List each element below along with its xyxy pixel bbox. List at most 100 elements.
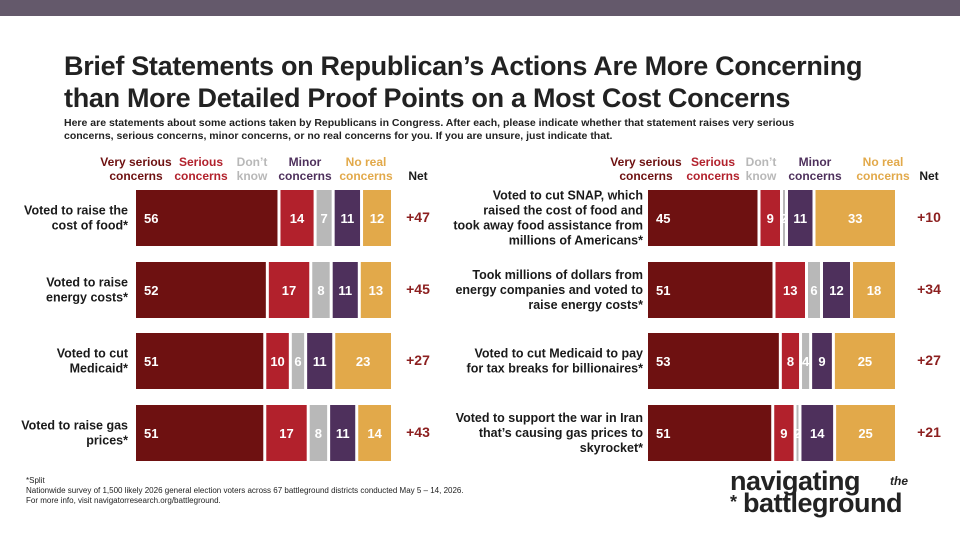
subtitle-line-1: Here are statements about some actions t… <box>64 117 795 129</box>
chart-1-bar-1-segment-5 <box>363 190 391 246</box>
brand-star-icon: * <box>730 492 738 512</box>
chart-2-category-label-2-line-2: energy companies and voted to <box>455 283 643 297</box>
chart-2-bar-2-value-3: 6 <box>810 283 817 298</box>
chart-1-legend-2-line-2: concerns <box>174 169 228 183</box>
chart-1-bar-1-segment-2 <box>280 190 314 246</box>
chart-2-legend-5-line-1: No real <box>863 155 904 169</box>
title-line-2: than More Detailed Proof Points on a Mos… <box>64 83 791 113</box>
chart-2-bar-4-segment-3 <box>796 405 799 461</box>
chart-1-net-value-3: +27 <box>406 352 430 368</box>
chart-2-bar-1-value-4: 11 <box>793 211 807 226</box>
chart-2-category-label-3-line-1: Voted to cut Medicaid to pay <box>474 347 643 361</box>
chart-1-bar-1-value-5: 12 <box>370 211 384 226</box>
chart-1-bar-3-value-3: 6 <box>294 354 301 369</box>
chart-2-bar-3-value-3: 4 <box>802 354 810 369</box>
chart-1-bar-4-segment-2 <box>266 405 307 461</box>
chart-2-bar-1-value-2: 9 <box>767 211 774 226</box>
chart-2-bar-3-segment-5 <box>834 333 895 389</box>
chart-2-bar-4-value-1: 51 <box>656 426 670 441</box>
chart-1-legend-4-line-1: Minor <box>289 155 322 169</box>
chart-2-net-value-2: +34 <box>917 281 941 297</box>
brand-logo: navigating the * battleground <box>730 466 940 518</box>
chart-1-net-header: Net <box>408 169 427 183</box>
chart-2-legend-4-line-2: concerns <box>788 169 842 183</box>
chart-2-category-label-1-line-4: millions of Americans* <box>509 234 643 248</box>
chart-1-bar-3-value-4: 11 <box>313 354 327 369</box>
subtitle: Here are statements about some actions t… <box>64 117 924 143</box>
chart-1-bar-1-value-1: 56 <box>144 211 158 226</box>
chart-1-category-label-3-line-1: Voted to cut <box>57 347 129 361</box>
chart-2-bar-3-segment-1 <box>648 333 779 389</box>
chart-2-legend-5-line-2: concerns <box>856 169 910 183</box>
chart-1-legend-3-line-1: Don’t <box>237 155 268 169</box>
chart-2-legend-1-line-1: Very serious <box>610 155 682 169</box>
chart-2-legend-4-line-1: Minor <box>799 155 832 169</box>
chart-2-bar-1-value-3: 2 <box>780 211 787 226</box>
chart-2-category-label-1-line-1: Voted to cut SNAP, which <box>493 189 643 203</box>
chart-2-legend-2-line-2: concerns <box>686 169 740 183</box>
chart-2-bar-3-value-2: 8 <box>787 354 794 369</box>
brand-word-battleground: battleground <box>743 488 902 518</box>
chart-2-bar-2-segment-2 <box>775 262 805 318</box>
chart-1-bar-3-value-5: 23 <box>356 354 370 369</box>
brand-word-the: the <box>890 474 908 488</box>
chart-1-bar-3-value-1: 51 <box>144 354 158 369</box>
chart-2-bar-2-segment-4 <box>823 262 850 318</box>
chart-1-bar-4-segment-1 <box>136 405 264 461</box>
chart-1-bar-4-value-3: 8 <box>315 426 322 441</box>
chart-1-bar-1-value-2: 14 <box>290 211 305 226</box>
chart-2-bar-1-segment-5 <box>815 190 895 246</box>
footnote-info: For more info, visit navigatorresearch.o… <box>26 496 221 505</box>
chart-2-category-label-4-line-1: Voted to support the war in Iran <box>456 411 643 425</box>
chart-1-legend-1-line-2: concerns <box>109 169 163 183</box>
chart-2-net-value-3: +27 <box>917 352 941 368</box>
chart-1-bar-3-value-2: 10 <box>270 354 284 369</box>
chart-2-bar-1-value-5: 33 <box>848 211 862 226</box>
chart-1-bar-1-segment-3 <box>316 190 332 246</box>
chart-1-bar-2-segment-5 <box>360 262 391 318</box>
chart-1-net-value-1: +47 <box>406 209 430 225</box>
chart-2-legend-3-line-2: know <box>746 169 777 183</box>
chart-1-category-label-4-line-1: Voted to raise gas <box>21 419 128 433</box>
footnote-survey: Nationwide survey of 1,500 likely 2026 g… <box>26 486 464 495</box>
chart-1-bar-2-segment-2 <box>268 262 310 318</box>
chart-2-bar-1-segment-3 <box>783 190 785 246</box>
chart-2-net-value-1: +10 <box>917 209 941 225</box>
chart-1-category-label-3-line-2: Medicaid* <box>70 362 128 376</box>
chart-2-bar-4-segment-2 <box>774 405 794 461</box>
chart-1-bar-2-value-3: 8 <box>317 283 324 298</box>
chart-2-category-label-3-line-2: for tax breaks for billionaires* <box>467 362 644 376</box>
chart-2-category-label-4-line-3: skyrocket* <box>580 441 643 455</box>
chart-2-bar-2-value-1: 51 <box>656 283 670 298</box>
chart-1-legend-4-line-2: concerns <box>278 169 332 183</box>
chart-2-bar-3-value-5: 25 <box>858 354 872 369</box>
page-title: Brief Statements on Republican’s Actions… <box>64 50 944 114</box>
chart-2-bar-1-segment-1 <box>648 190 758 246</box>
chart-1-category-label-1-line-2: cost of food* <box>52 219 129 233</box>
chart-2-category-label-1-line-2: raised the cost of food and <box>483 204 643 218</box>
chart-1-bar-4-value-5: 14 <box>367 426 382 441</box>
chart-1-category-label-2-line-2: energy costs* <box>46 291 128 305</box>
chart-2-bar-1-value-1: 45 <box>656 211 670 226</box>
chart-2-legend-1-line-2: concerns <box>619 169 673 183</box>
chart-2-bar-4-segment-5 <box>836 405 895 461</box>
chart-1-bar-2-segment-4 <box>332 262 358 318</box>
chart-1-bar-3-segment-2 <box>266 333 289 389</box>
chart-1-bar-3-segment-4 <box>307 333 333 389</box>
chart-1-bar-4-value-4: 11 <box>336 426 350 441</box>
chart-1-legend-5-line-1: No real <box>346 155 387 169</box>
chart-2-bar-1-segment-4 <box>788 190 813 246</box>
chart-1-bar-3-segment-3 <box>291 333 305 389</box>
chart-2-bar-2-value-4: 12 <box>829 283 843 298</box>
chart-1-bar-4-segment-5 <box>358 405 391 461</box>
chart-1-bar-1-value-3: 7 <box>321 211 328 226</box>
chart-1-bar-4-value-1: 51 <box>144 426 158 441</box>
chart-1-bar-3-segment-1 <box>136 333 264 389</box>
chart-1-net-value-2: +45 <box>406 281 430 297</box>
chart-2-bar-2-value-5: 18 <box>867 283 881 298</box>
chart-1-bar-2-value-2: 17 <box>282 283 296 298</box>
chart-2-bar-2-value-2: 13 <box>783 283 797 298</box>
title-line-1: Brief Statements on Republican’s Actions… <box>64 51 863 81</box>
chart-1-bar-4-segment-4 <box>330 405 356 461</box>
top-bar <box>0 0 960 16</box>
